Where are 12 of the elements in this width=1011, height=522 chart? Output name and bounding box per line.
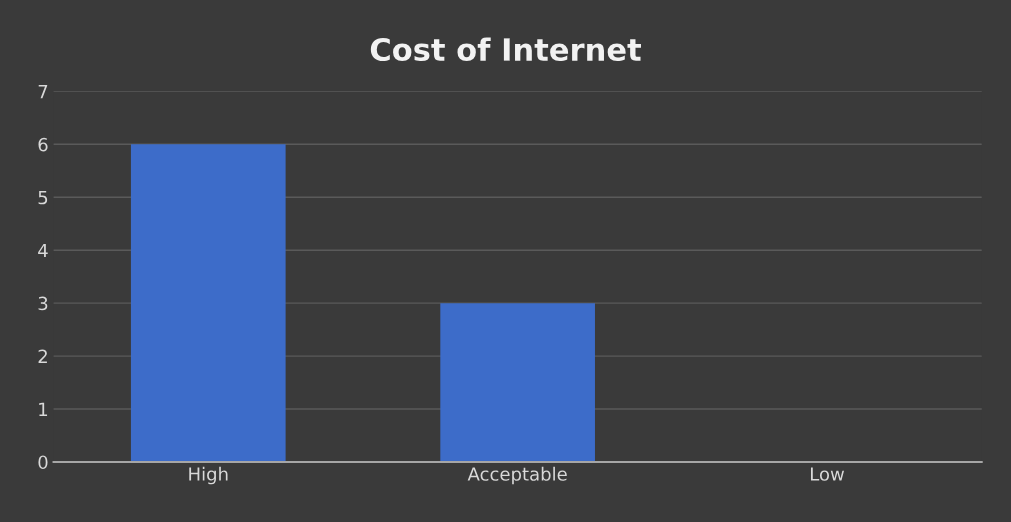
x-tick-label: Low [810,467,845,481]
y-tick-label: 0 [38,455,48,470]
x-tick-label: Acceptable [467,466,567,485]
chart-title: Cost of Internet [370,37,641,62]
y-tick-label: 6 [38,137,48,152]
y-tick-label: 2 [38,349,47,363]
y-tick-label: 7 [38,85,48,99]
x-tick-label: High [189,466,228,485]
y-tick-label: 5 [38,190,48,205]
y-tick-label: 4 [38,243,48,258]
y-tick-label: 1 [39,402,48,416]
y-tick-label: 3 [38,296,48,311]
